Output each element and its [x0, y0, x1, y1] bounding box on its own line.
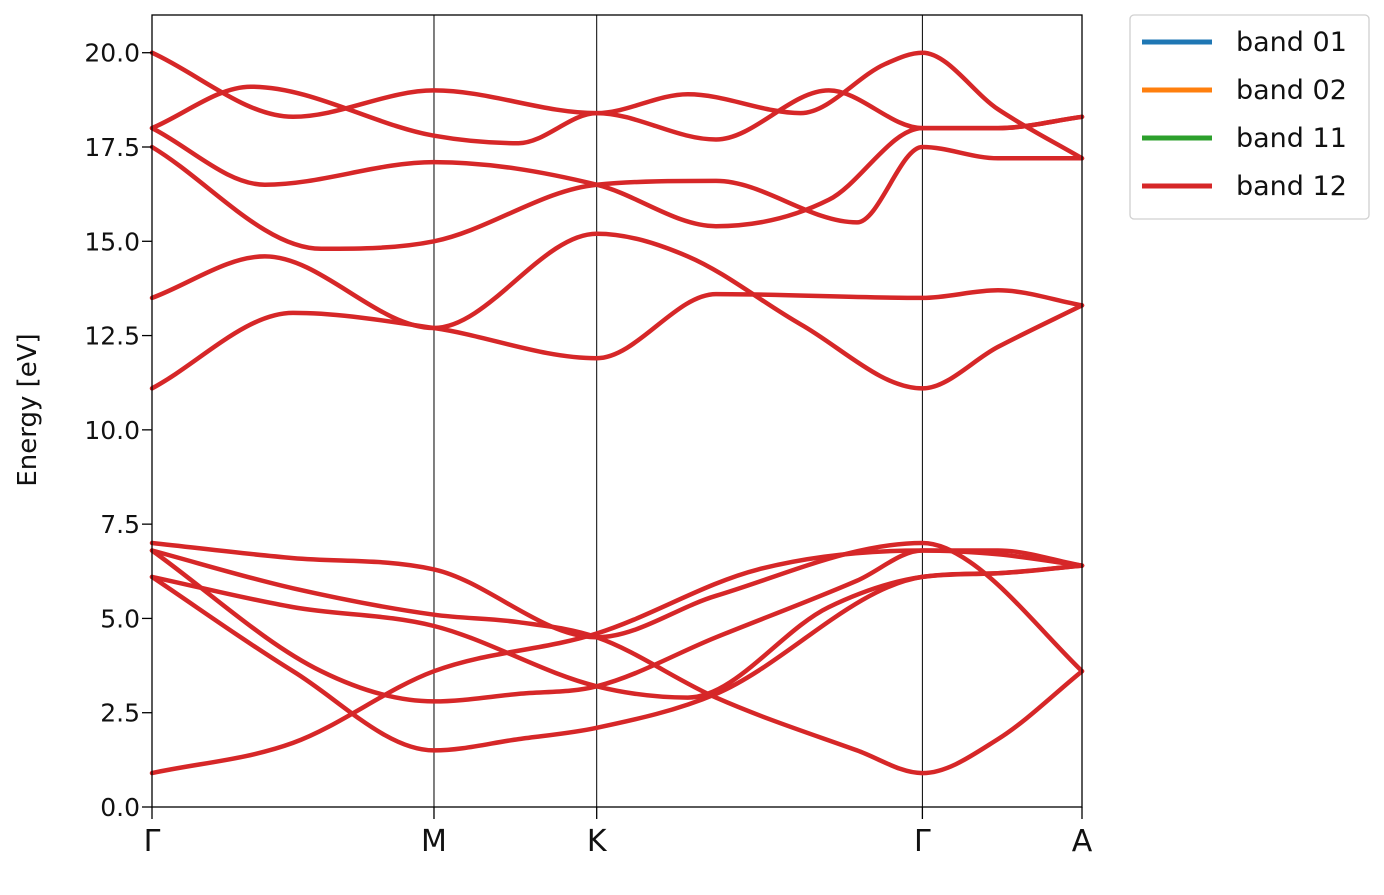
x-tick-label: M: [421, 824, 447, 859]
legend-label: band 02: [1236, 75, 1347, 106]
band-line-8: [149, 231, 1085, 391]
band-line-11: [149, 84, 1085, 146]
y-tick-label: 7.5: [100, 510, 140, 539]
y-tick-label: 0.0: [100, 793, 140, 822]
y-axis-label-group: Energy [eV]: [13, 333, 43, 486]
y-tick-label: 2.5: [100, 699, 140, 728]
band-line-10: [149, 114, 1085, 229]
y-tick-label: 15.0: [84, 227, 140, 256]
band-line-6: [149, 540, 1085, 674]
band-line-5: [149, 548, 1085, 776]
band-line-9: [149, 144, 1085, 252]
band-line-4: [149, 548, 1085, 704]
y-axis-label: Energy [eV]: [13, 333, 43, 486]
x-tick-label: Γ: [144, 824, 161, 859]
legend-label: band 11: [1236, 123, 1347, 154]
x-tick-label: A: [1072, 824, 1093, 859]
band-line-3: [149, 563, 1085, 700]
y-tick-label: 20.0: [84, 39, 140, 68]
legend-box: [1129, 14, 1370, 220]
legend-label: band 12: [1236, 171, 1347, 202]
frame-layer: 0.0 2.5 5.0 7.5 10.0 12.5 15.0 17.5 20.0 Γ M K Γ A: [84, 14, 1093, 859]
x-tick-label: Γ: [914, 824, 931, 859]
y-tick-label: 10.0: [84, 416, 140, 445]
y-tick-label: 12.5: [84, 322, 140, 351]
legend-label: band 01: [1236, 27, 1347, 58]
band-line-12: [149, 50, 1085, 161]
bands-layer: [149, 15, 1085, 807]
plot-frame: [151, 14, 1083, 808]
x-tick-label: K: [587, 824, 608, 859]
y-tick-label: 5.0: [100, 604, 140, 633]
band-line-1: [149, 548, 1085, 776]
band-line-2: [149, 563, 1085, 753]
y-tick-label: 17.5: [84, 133, 140, 162]
band-line-7: [149, 288, 1085, 391]
legend: band 01 band 02 band 11 band 12: [1129, 14, 1370, 220]
